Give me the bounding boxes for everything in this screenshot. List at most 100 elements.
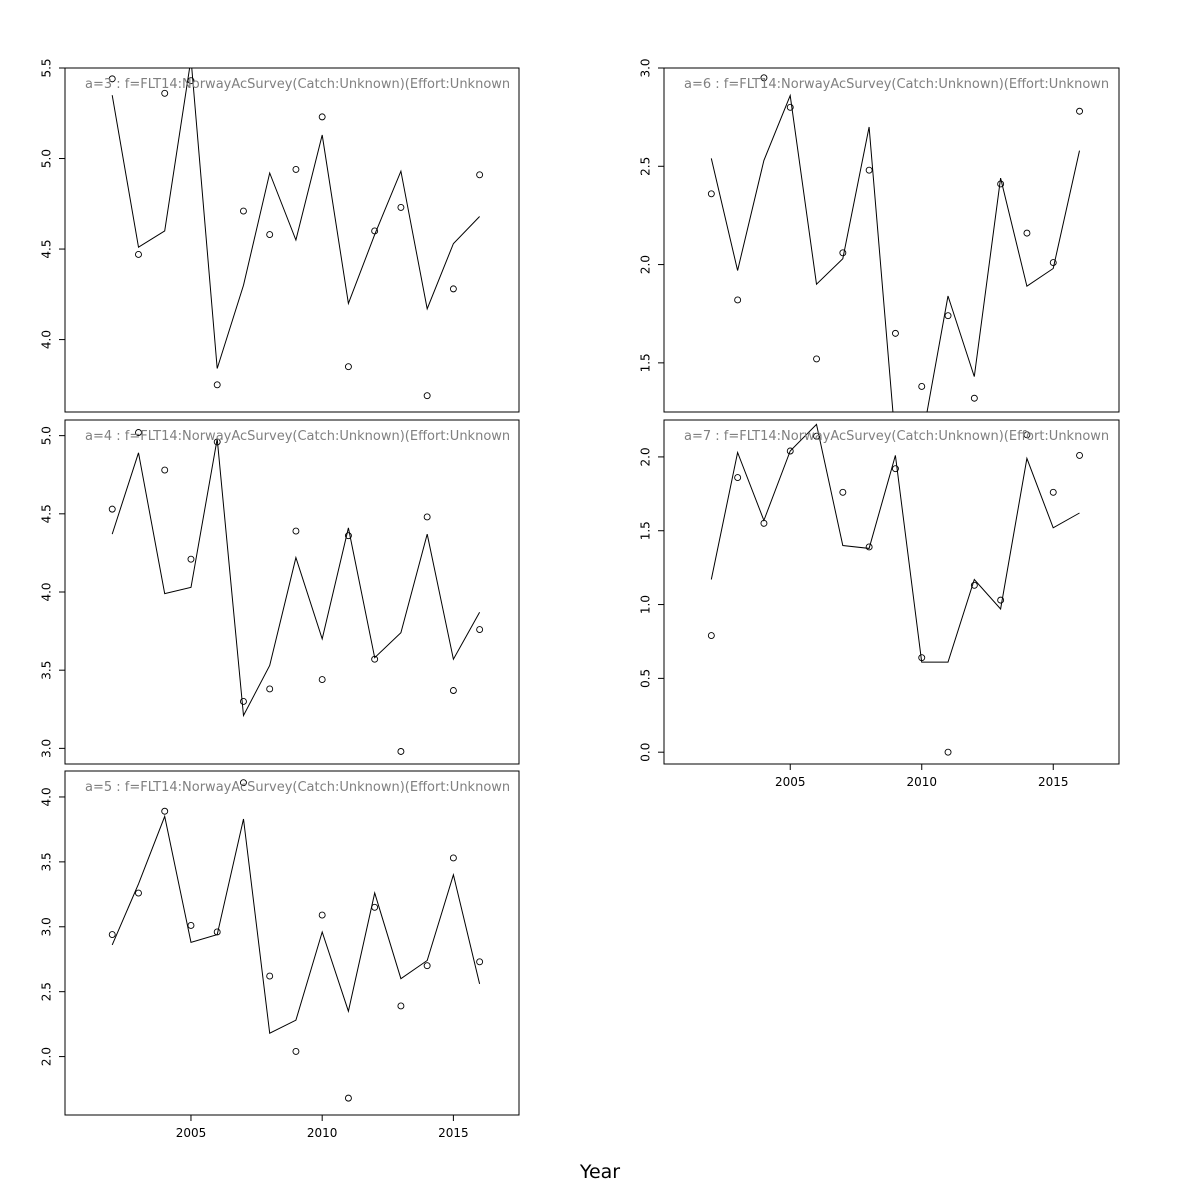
- panel-3: 2.0 2.5 3.0 3.5 4.0 2005 2010 2015 a=5 : f=FLT14…: [40, 770, 520, 1140]
- observed-point: [813, 355, 820, 363]
- panel-label: a=7 : f=FLT14:NorwayAcSurvey(Catch:Unkno…: [684, 429, 1109, 444]
- y-tick-label: 4.5: [40, 504, 54, 523]
- panel-1: 4.0 4.5 5.0 5.5 a=3 : f=FLT14:NorwayAcSurvey…: [40, 58, 520, 413]
- y-tick-label: 5.0: [40, 426, 54, 445]
- observed-point: [318, 911, 326, 919]
- observed-point: [786, 447, 794, 455]
- panel-frame: [64, 770, 520, 1116]
- panel-frame: [663, 67, 1120, 413]
- observed-point: [839, 249, 847, 257]
- x-axis-title: Year: [579, 1161, 620, 1183]
- panel-frame: [663, 419, 1120, 765]
- y-tick-label: 2.0: [639, 447, 653, 466]
- observed-point: [292, 1047, 300, 1055]
- observed-point: [944, 748, 952, 756]
- x-tick-label: 2010: [906, 775, 937, 789]
- observed-point: [1076, 451, 1083, 459]
- observed-point: [918, 382, 926, 390]
- observed-point: [891, 329, 899, 337]
- observed-point: [108, 931, 116, 939]
- panel-label: a=4 : f=FLT14:NorwayAcSurvey(Catch:Unkno…: [85, 429, 510, 444]
- observed-point: [865, 166, 873, 174]
- observed-point: [865, 543, 873, 551]
- y-tick-label: 3.5: [40, 852, 54, 871]
- y-tick-label: 2.5: [40, 982, 54, 1001]
- x-tick-label: 2015: [438, 1126, 469, 1140]
- observed-point: [108, 505, 116, 513]
- panel-label: a=5 : f=FLT14:NorwayAcSurvey(Catch:Unkno…: [85, 780, 510, 795]
- y-tick-label: 3.5: [40, 661, 54, 680]
- observed-point: [1023, 229, 1031, 237]
- panel-label: a=6 : f=FLT14:NorwayAcSurvey(Catch:Unkno…: [684, 77, 1109, 92]
- y-tick-label: 4.0: [40, 582, 54, 601]
- observed-point: [397, 748, 405, 755]
- fitted-series-line: [710, 423, 1080, 663]
- observed-point: [1049, 259, 1057, 267]
- observed-point: [760, 74, 768, 82]
- y-tick-label: 5.5: [40, 58, 54, 77]
- observed-point: [997, 180, 1005, 188]
- observed-point: [449, 687, 457, 694]
- fitted-series-line: [111, 438, 481, 718]
- observed-point: [371, 655, 379, 663]
- x-tick-label: 2005: [775, 775, 806, 789]
- y-tick-label: 4.5: [40, 240, 54, 259]
- y-tick-label: 3.0: [639, 58, 653, 77]
- y-tick-label: 2.0: [639, 255, 653, 274]
- observed-point: [135, 251, 142, 258]
- y-tick-label: 1.0: [639, 595, 653, 614]
- panel-frame: [64, 67, 520, 413]
- observed-point: [397, 203, 405, 211]
- observed-point: [344, 532, 352, 540]
- observed-point: [240, 779, 247, 787]
- panel-frame: [64, 419, 520, 765]
- observed-point: [187, 555, 195, 563]
- fitted-series-line: [111, 68, 480, 369]
- y-tick-label: 3.0: [40, 917, 54, 936]
- observed-point: [423, 392, 431, 400]
- observed-point: [944, 312, 952, 320]
- observed-point: [970, 394, 978, 402]
- observed-point: [1049, 488, 1057, 496]
- y-tick-label: 3.0: [40, 739, 54, 758]
- observed-point: [266, 231, 274, 239]
- observed-point: [213, 381, 221, 389]
- observed-point: [970, 581, 978, 589]
- observed-point: [476, 958, 484, 966]
- observed-point: [813, 432, 820, 440]
- observed-point: [449, 854, 457, 862]
- observed-point: [371, 227, 379, 235]
- y-tick-label: 4.0: [40, 787, 54, 806]
- observed-point: [997, 596, 1005, 604]
- panel-4: 1.5 2.0 2.5 3.0 a=6 : f=FLT14:NorwayAcSurvey…: [639, 58, 1120, 413]
- observed-point: [213, 928, 221, 936]
- panel-label: a=3 : f=FLT14:NorwayAcSurvey(Catch:Unkno…: [85, 77, 510, 92]
- observed-point: [476, 171, 484, 179]
- x-tick-label: 2005: [176, 1126, 207, 1140]
- observed-point: [344, 363, 352, 371]
- observed-point: [161, 466, 169, 474]
- y-tick-label: 1.5: [639, 353, 653, 372]
- observed-point: [135, 429, 142, 436]
- observed-point: [734, 296, 742, 304]
- observed-point: [187, 922, 195, 929]
- panel-5: 0.0 0.5 1.0 1.5 2.0 2005 2010 2015 a=7 : f=FLT14…: [639, 419, 1120, 789]
- observed-point: [371, 903, 379, 911]
- observed-point: [135, 889, 142, 897]
- observed-point: [266, 685, 274, 693]
- observed-point: [423, 962, 431, 970]
- observed-point: [318, 676, 326, 684]
- y-tick-label: 4.0: [40, 330, 54, 349]
- observed-point: [786, 103, 794, 111]
- observed-point: [213, 438, 221, 446]
- observed-point: [891, 465, 899, 473]
- observed-point: [292, 527, 300, 535]
- observed-point: [734, 474, 742, 482]
- observed-point: [240, 698, 247, 705]
- y-tick-label: 0.5: [639, 669, 653, 688]
- y-tick-label: 2.5: [639, 157, 653, 176]
- observed-point: [108, 75, 116, 83]
- y-tick-label: 5.0: [40, 149, 54, 168]
- observed-point: [292, 165, 300, 173]
- observed-point: [240, 207, 247, 215]
